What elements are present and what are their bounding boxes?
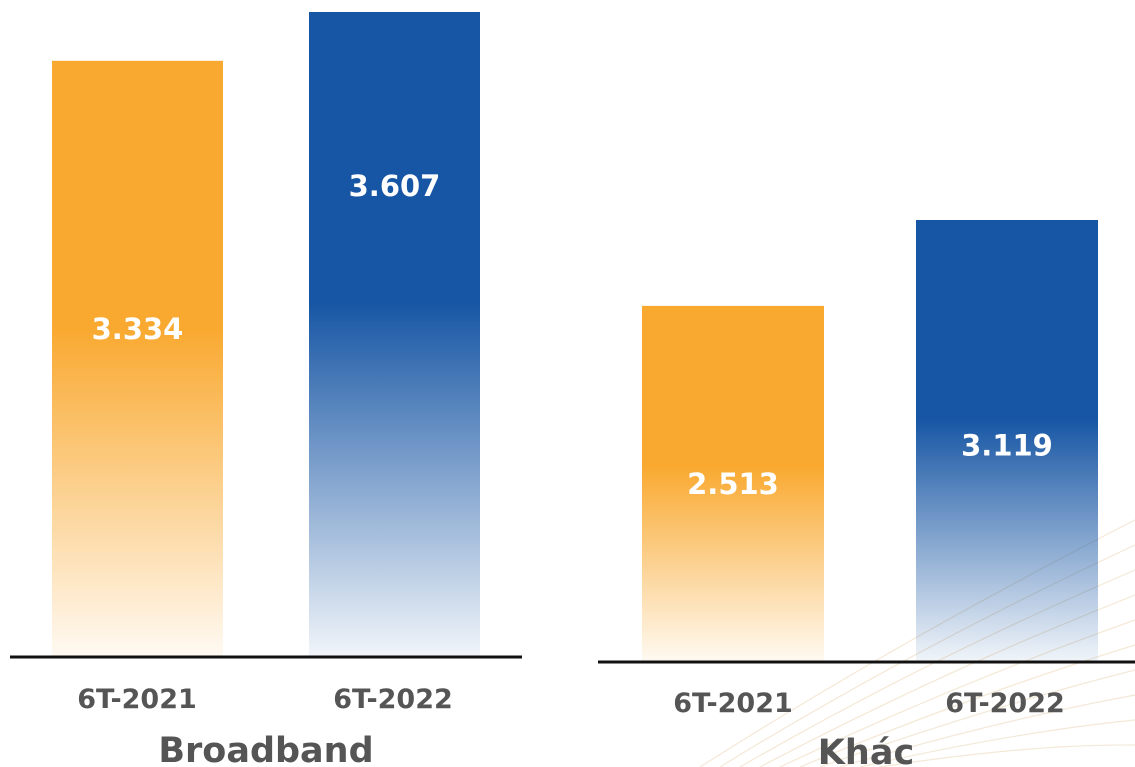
x-tick-label: 6T-2021 bbox=[77, 684, 197, 715]
panel-broadband: 3.334 3.607 6T-2021 6T-2022 Broadband bbox=[10, 12, 522, 767]
panel-title: Broadband bbox=[158, 731, 373, 767]
x-tick-label: 6T-2022 bbox=[945, 688, 1065, 719]
bar-khac-6t-2021 bbox=[642, 305, 824, 662]
value-label-broadband-6t-2022: 3.607 bbox=[349, 169, 441, 203]
bar-khac-6t-2022 bbox=[916, 220, 1098, 662]
x-tick-label: 6T-2022 bbox=[333, 684, 453, 715]
value-label-khac-6t-2022: 3.119 bbox=[961, 428, 1053, 462]
bar-broadband-6t-2021 bbox=[52, 60, 223, 658]
x-tick-label: 6T-2021 bbox=[673, 688, 793, 719]
panel-title: Khác bbox=[818, 733, 914, 767]
value-label-broadband-6t-2021: 3.334 bbox=[92, 312, 184, 346]
value-label-khac-6t-2021: 2.513 bbox=[687, 467, 779, 501]
bar-broadband-6t-2022 bbox=[309, 12, 480, 657]
panel-khac: 2.513 3.119 6T-2021 6T-2022 Khác bbox=[598, 220, 1135, 767]
